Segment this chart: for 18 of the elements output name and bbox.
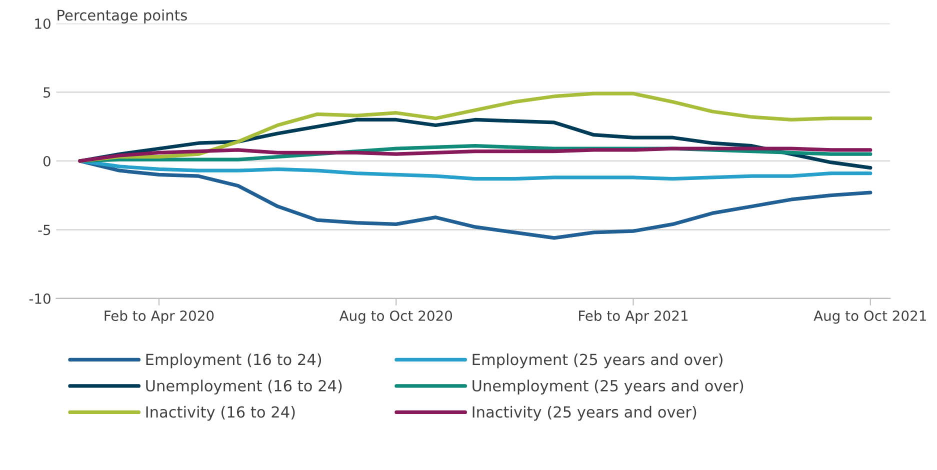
y-axis-title: Percentage points xyxy=(58,9,187,24)
line-series xyxy=(78,92,872,163)
x-tick-label: Aug to Oct 2020 xyxy=(339,310,452,324)
y-tick-label: -10 xyxy=(29,293,50,304)
x-tick-label: Feb to Apr 2021 xyxy=(579,310,688,324)
line-series xyxy=(78,159,872,181)
legend-label: Employment (25 years and over) xyxy=(472,353,722,368)
legend-label: Unemployment (16 to 24) xyxy=(146,380,342,394)
y-tick-label: 5 xyxy=(44,87,50,98)
legend-label: Unemployment (25 years and over) xyxy=(472,380,744,394)
legend-label: Employment (16 to 24) xyxy=(146,353,322,368)
x-tick-label: Feb to Apr 2020 xyxy=(104,310,214,324)
y-tick-label: 0 xyxy=(43,156,50,166)
y-tick-label: -5 xyxy=(38,224,50,236)
x-tick-label: Aug to Oct 2021 xyxy=(814,310,926,324)
y-tick-label: 10 xyxy=(35,18,50,29)
legend-label: Inactivity (25 years and over) xyxy=(472,406,696,421)
legend-label: Inactivity (16 to 24) xyxy=(146,406,295,421)
